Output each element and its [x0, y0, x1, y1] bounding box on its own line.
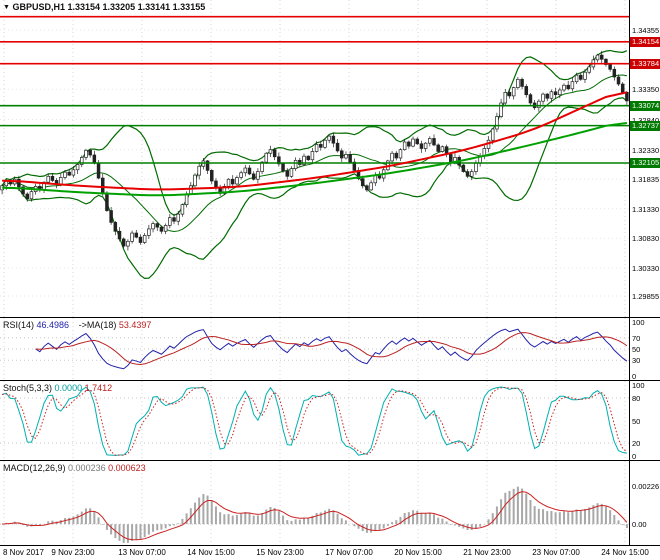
stoch-row: Stoch(5,3,3) 0.0000 1.7412 100 80 50 20 0 — [0, 380, 660, 461]
time-label: 8 Nov 2017 — [3, 548, 44, 557]
stoch-scale-label: 20 — [632, 439, 641, 448]
ohlc-low: 1.33141 — [137, 2, 171, 12]
price-tick: 1.31330 — [632, 204, 660, 214]
rsi-ma-label: ->MA(18) — [78, 320, 117, 330]
price-axis: 1.34355 1.33350 1.32840 1.32330 1.31835 1.313… — [629, 0, 660, 317]
symbol-dropdown-icon[interactable]: ▼ — [3, 4, 10, 11]
time-label: 21 Nov 23:00 — [463, 548, 511, 557]
rsi-scale-label: 0 — [632, 372, 637, 381]
time-label: 9 Nov 23:00 — [51, 548, 95, 557]
stoch-legend: Stoch(5,3,3) 0.0000 1.7412 — [3, 383, 112, 393]
time-label: 24 Nov 15:00 — [601, 548, 649, 557]
rsi-canvas — [0, 318, 629, 380]
price-level-label[interactable]: 1.32737 — [630, 120, 660, 131]
macd-canvas — [0, 461, 629, 545]
stoch-scale-label: 0 — [632, 452, 637, 461]
main-chart-row: ▼ GBPUSD,H1 1.33154 1.33205 1.33141 1.33… — [0, 0, 660, 317]
macd-legend: MACD(12,26,9) 0.000236 0.000623 — [3, 463, 146, 473]
stoch-scale-label: 100 — [632, 381, 645, 390]
rsi-legend: RSI(14) 46.4986 ->MA(18) 53.4397 — [3, 320, 151, 330]
time-label: 15 Nov 23:00 — [256, 548, 304, 557]
price-level-label[interactable]: 1.33784 — [630, 58, 660, 69]
time-label: 17 Nov 07:00 — [325, 548, 373, 557]
rsi-scale-axis: 100 70 50 30 0 — [629, 318, 660, 381]
stoch-scale-label: 80 — [632, 394, 641, 403]
price-tick: 1.30830 — [632, 234, 660, 244]
stoch-label: Stoch(5,3,3) — [3, 383, 53, 393]
main-chart-panel[interactable]: ▼ GBPUSD,H1 1.33154 1.33205 1.33141 1.33… — [0, 0, 629, 317]
stochastic-panel[interactable]: Stoch(5,3,3) 0.0000 1.7412 — [0, 381, 629, 460]
price-tick: 1.31835 — [632, 174, 660, 184]
time-label: 13 Nov 07:00 — [118, 548, 166, 557]
price-level-label[interactable]: 1.34154 — [630, 36, 660, 47]
price-tick: 1.30330 — [632, 263, 660, 273]
price-level-label[interactable]: 1.32105 — [630, 157, 660, 168]
macd-signal-value: 0.000623 — [108, 463, 146, 473]
price-level-label[interactable]: 1.33074 — [630, 100, 660, 111]
stoch-scale-label: 50 — [632, 416, 641, 426]
chart-title: ▼ GBPUSD,H1 1.33154 1.33205 1.33141 1.33… — [3, 2, 205, 12]
ohlc-open: 1.33154 — [67, 2, 101, 12]
ohlc-close: 1.33155 — [172, 2, 206, 12]
macd-value: 0.000236 — [68, 463, 106, 473]
macd-panel[interactable]: MACD(12,26,9) 0.000236 0.000623 — [0, 461, 629, 545]
stochastic-canvas — [0, 381, 629, 460]
rsi-scale-label: 30 — [632, 356, 641, 366]
price-tick: 1.33350 — [632, 85, 660, 95]
macd-scale-label: 0.00226 — [632, 481, 660, 491]
price-tick: 1.32330 — [632, 145, 660, 155]
macd-row: MACD(12,26,9) 0.000236 0.000623 0.00226 0… — [0, 460, 660, 545]
rsi-label: RSI(14) — [3, 320, 35, 330]
rsi-scale-label: 70 — [632, 333, 641, 343]
main-chart-canvas — [0, 0, 629, 317]
time-label: 23 Nov 07:00 — [532, 548, 580, 557]
rsi-scale-label: 100 — [632, 318, 645, 327]
price-tick: 1.34355 — [632, 25, 660, 35]
ohlc-high: 1.33205 — [102, 2, 136, 12]
rsi-scale-label: 50 — [632, 345, 641, 354]
macd-scale-label: 0.00 — [632, 520, 647, 530]
stoch-value: 0.0000 — [54, 383, 83, 393]
stoch-signal-value: 1.7412 — [84, 383, 113, 393]
time-label: 14 Nov 15:00 — [187, 548, 235, 557]
time-label: 20 Nov 15:00 — [394, 548, 442, 557]
macd-label: MACD(12,26,9) — [3, 463, 66, 473]
rsi-ma-value: 53.4397 — [118, 320, 152, 330]
time-axis: 8 Nov 2017 9 Nov 23:00 13 Nov 07:00 14 Nov … — [0, 545, 660, 560]
macd-scale-axis: 0.00226 0.00 — [629, 461, 660, 545]
rsi-row: RSI(14) 46.4986 ->MA(18) 53.4397 100 70 50… — [0, 317, 660, 381]
rsi-value: 46.4986 — [36, 320, 70, 330]
price-tick: 1.32840 — [632, 116, 659, 125]
symbol-timeframe-label: GBPUSD,H1 — [12, 2, 65, 12]
rsi-panel[interactable]: RSI(14) 46.4986 ->MA(18) 53.4397 — [0, 318, 629, 380]
stoch-scale-axis: 100 80 50 20 0 — [629, 381, 660, 461]
price-tick: 1.29855 — [632, 292, 660, 301]
